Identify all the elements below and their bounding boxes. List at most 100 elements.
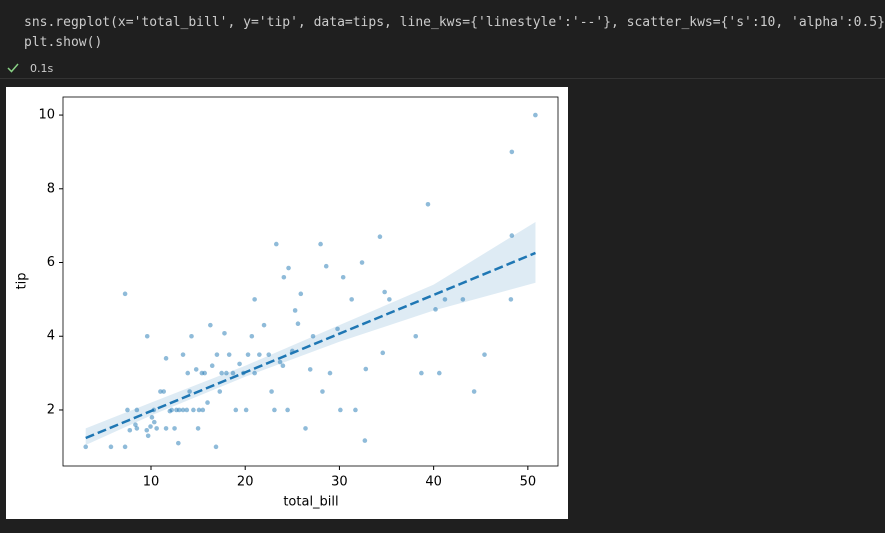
point [189,333,194,339]
point [148,424,153,429]
point [193,367,199,372]
point [320,389,325,394]
point [243,407,249,413]
point [359,260,365,265]
axes-frame [62,96,559,467]
point [272,407,277,413]
point [213,444,219,450]
point [335,326,340,332]
point [387,297,392,302]
point [363,366,369,372]
point [205,400,210,405]
point [307,367,313,372]
point [471,389,477,394]
point [226,352,232,357]
x-tick-label: 50 [520,475,537,490]
point [187,389,192,394]
x-tick-label: 20 [237,475,254,490]
point [362,438,368,443]
code-cell[interactable]: sns.regplot(x='total_bill', y='tip', dat… [0,0,885,60]
point [419,370,424,376]
point [176,440,181,446]
y-tick-label: 2 [47,402,55,417]
point [303,426,308,431]
point [202,370,207,376]
point [252,297,257,302]
point [281,274,287,280]
point [191,407,196,413]
point [349,297,354,302]
check-icon [7,63,19,73]
point [200,407,206,413]
point [172,426,177,431]
point [233,407,239,413]
point [252,370,257,376]
point [482,352,487,357]
separator [0,78,885,79]
code-line: sns.regplot(x='total_bill', y='tip', dat… [24,15,885,30]
point [195,426,201,431]
point [134,426,140,431]
code-line: plt.show() [24,35,103,50]
point [292,308,298,313]
point [286,265,291,271]
point [295,321,301,327]
point [274,241,279,247]
point [249,333,255,339]
point [277,359,283,365]
y-axis-label: tip [15,273,30,290]
point [149,415,155,420]
point [122,291,128,297]
x-tick-label: 40 [425,475,442,490]
point [180,352,186,357]
point [108,444,114,450]
point [219,370,224,376]
point [185,370,191,376]
point [154,426,159,431]
point [133,422,138,428]
point [83,444,89,450]
point [340,274,346,280]
point [176,407,182,413]
x-tick-label: 30 [331,475,348,490]
point [433,307,438,312]
chart: total_bill tip 10 20 30 40 50 2 4 6 8 10 [6,87,568,519]
point [509,233,515,238]
point [196,407,202,413]
point [266,352,272,357]
point [151,419,157,425]
point [224,370,229,376]
y-tick-label: 4 [47,329,55,344]
point [237,361,242,367]
point [161,389,167,394]
point [134,407,140,413]
point [261,322,267,328]
point [257,352,262,357]
point [145,433,151,439]
point [353,407,358,413]
point [144,427,150,433]
confidence-band [85,221,536,445]
point [509,149,515,155]
point [413,333,419,339]
point [184,407,190,413]
point [327,370,333,376]
point [158,389,163,394]
y-tick-label: 10 [38,108,55,123]
output: total_bill tip 10 20 30 40 50 2 4 6 8 10 [6,87,568,519]
point [222,330,227,336]
point [214,352,220,357]
point [323,263,329,269]
point [208,322,213,328]
point [285,407,290,413]
point [169,407,175,413]
point [436,370,442,376]
point [338,407,343,413]
point [180,407,186,413]
exec-time: 0.1s [30,62,54,75]
point [377,234,383,240]
point [163,426,169,431]
y-tick-label: 8 [47,181,55,196]
point [298,291,304,297]
